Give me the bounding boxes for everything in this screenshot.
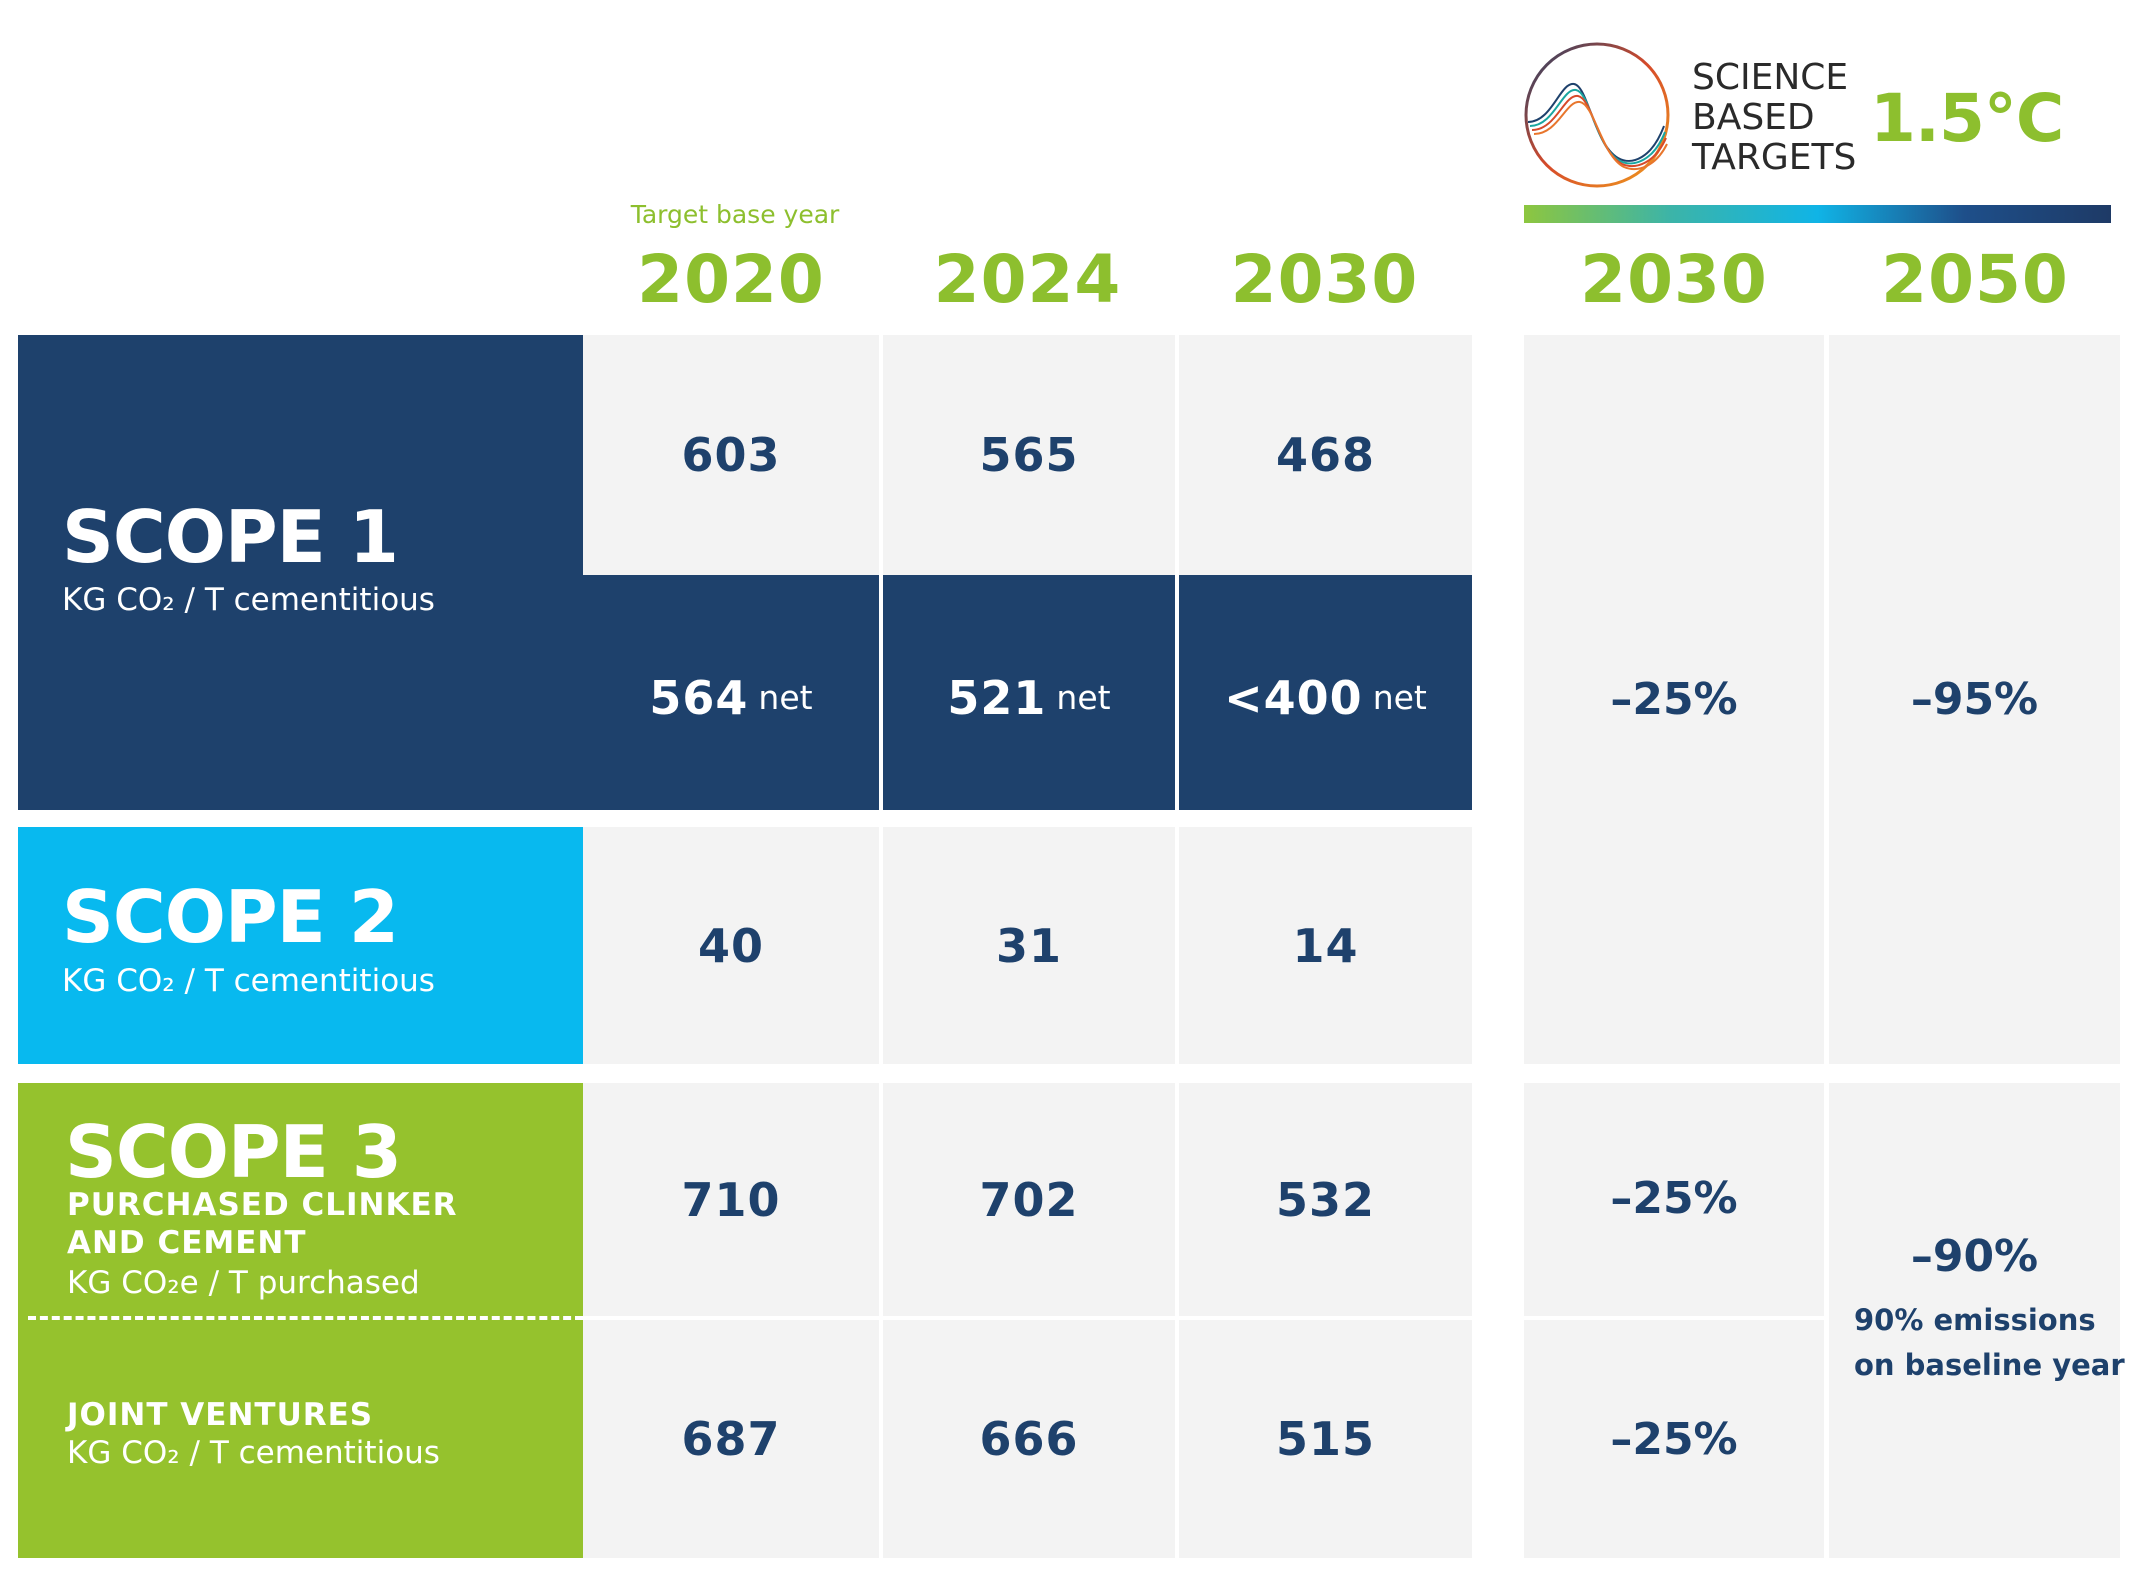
scope2-2024: 31 [883,827,1175,1064]
scope3-target-2050-note-line2: on baseline year [1854,1348,2125,1382]
jv-unit: KG CO₂ / T cementitious [67,1435,440,1471]
scope3-target-2030: –25% [1524,1083,1824,1316]
scope3-label-block [18,1083,583,1558]
scope1-net-2020: 564 net [583,575,879,810]
scope1-title: SCOPE 1 [62,495,399,579]
jv-2024: 666 [883,1320,1175,1558]
jv-target-2030: –25% [1524,1320,1824,1558]
scope2-label-block [18,827,583,1064]
scope1-net-2030: <400 net [1179,575,1472,810]
base-year-note: Target base year [630,200,840,229]
scope2-2020: 40 [583,827,879,1064]
scope2-unit: KG CO₂ / T cementitious [62,963,435,999]
scope3-target-2050: –90% 90% emissions on baseline year [1829,1083,2125,1558]
scope12-target-2030: –25% [1524,335,1824,1064]
scope3-2020: 710 [583,1083,879,1316]
net-divider [1175,575,1179,810]
scope2-2030: 14 [1179,827,1472,1064]
scope1-label-block [18,335,583,810]
year-2030-header: 2030 [1230,241,1419,318]
scope1-gross-2024: 565 [883,335,1175,575]
scope3-2024: 702 [883,1083,1175,1316]
scope1-gross-2030: 468 [1179,335,1472,575]
scope1-unit: KG CO₂ / T cementitious [62,582,435,618]
jv-title: JOINT VENTURES [67,1397,374,1433]
sbt-2050-header: 2050 [1881,241,2069,318]
logo-line-science: SCIENCE [1692,57,1849,98]
scope1-gross-2020: 603 [583,335,879,575]
year-2020-header: 2020 [637,241,825,318]
scope3-target-2050-note-line1: 90% emissions [1854,1303,2096,1337]
jv-2030: 515 [1179,1320,1472,1558]
gradient-bar [1524,205,2111,223]
jv-2020: 687 [583,1320,879,1558]
scope1-net-2024: 521 net [883,575,1175,810]
scope3-target-2050-value: –90% [1910,1231,2039,1282]
sbt-circle-icon [1524,42,1670,188]
scope3-unit: KG CO₂e / T purchased [67,1265,420,1301]
net-divider [879,575,883,810]
scope3-sub-line2: AND CEMENT [67,1225,307,1261]
scope2-title: SCOPE 2 [62,875,399,959]
scope3-title: SCOPE 3 [65,1110,402,1194]
sbt-2030-header: 2030 [1580,241,1768,318]
scope3-sub-line1: PURCHASED CLINKER [67,1187,458,1223]
year-2024-header: 2024 [933,241,1122,318]
logo-line-based: BASED [1692,97,1815,138]
logo-line-targets: TARGETS [1692,137,1857,178]
scope12-target-2050: –95% [1829,335,2120,1064]
scope3-2030: 532 [1179,1083,1472,1316]
scope3-dashed-divider [28,1316,583,1320]
temperature-badge: 1.5°C [1870,80,2064,157]
